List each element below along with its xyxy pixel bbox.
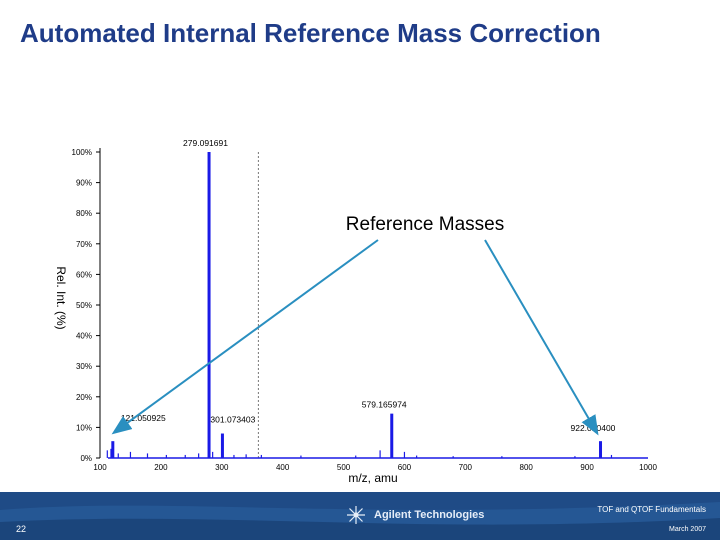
minor-peaks bbox=[106, 448, 648, 459]
x-tick-label: 1000 bbox=[639, 463, 657, 472]
x-tick-label: 900 bbox=[580, 463, 594, 472]
peak-bar bbox=[207, 152, 211, 458]
peak-bar bbox=[599, 441, 603, 458]
peak-label: 279.091691 bbox=[183, 138, 228, 148]
slide-title: Automated Internal Reference Mass Correc… bbox=[20, 18, 601, 48]
x-tick-label: 500 bbox=[337, 463, 351, 472]
spark-icon bbox=[347, 506, 365, 524]
y-tick-label: 0% bbox=[80, 454, 92, 463]
y-tick-label: 10% bbox=[76, 423, 92, 432]
reference-arrows bbox=[111, 239, 599, 436]
x-tick-label: 600 bbox=[398, 463, 412, 472]
y-tick-label: 100% bbox=[72, 148, 92, 157]
x-tick-label: 700 bbox=[459, 463, 473, 472]
footer-band bbox=[0, 492, 720, 540]
x-tick-label: 200 bbox=[154, 463, 168, 472]
peak-bar bbox=[111, 441, 115, 458]
y-tick-label: 50% bbox=[76, 301, 92, 310]
y-tick-label: 40% bbox=[76, 332, 92, 341]
chart-annotation: Reference Masses bbox=[346, 214, 504, 235]
company-logo: Agilent Technologies bbox=[346, 505, 484, 525]
course-title: TOF and QTOF Fundamentals bbox=[597, 505, 706, 514]
reference-arrow bbox=[484, 239, 599, 436]
mass-spectrum-chart: 0% 10% 20% 30% 40% 50% 60% 70% 80% 90% 100% 100 200 3… bbox=[54, 138, 657, 485]
slide-date: March 2007 bbox=[669, 526, 706, 533]
peak-label: 121.050925 bbox=[121, 413, 166, 423]
peak-bar bbox=[220, 433, 224, 458]
x-tick-label: 100 bbox=[93, 463, 107, 472]
y-tick-label: 20% bbox=[76, 393, 92, 402]
x-tick-label: 800 bbox=[520, 463, 534, 472]
y-tick-label: 90% bbox=[76, 179, 92, 188]
major-peaks bbox=[111, 152, 603, 458]
y-tick-label: 70% bbox=[76, 240, 92, 249]
y-tick-label: 80% bbox=[76, 209, 92, 218]
page-number: 22 bbox=[16, 524, 27, 534]
logo-text: Agilent Technologies bbox=[374, 509, 485, 521]
peak-label: 579.165974 bbox=[362, 400, 407, 410]
y-tick-label: 60% bbox=[76, 270, 92, 279]
peak-label: 301.073403 bbox=[210, 415, 255, 425]
peak-labels: 121.050925 279.091691 301.073403 579.165974… bbox=[121, 138, 616, 433]
peak-bar bbox=[390, 413, 394, 458]
x-tick-label: 300 bbox=[215, 463, 229, 472]
x-tick-label: 400 bbox=[276, 463, 290, 472]
chart-axes: 0% 10% 20% 30% 40% 50% 60% 70% 80% 90% 100% 100 200 3… bbox=[72, 148, 657, 472]
x-axis-label: m/z, amu bbox=[348, 471, 397, 485]
y-axis-label: Rel. Int. (%) bbox=[54, 266, 68, 329]
y-tick-label: 30% bbox=[76, 362, 92, 371]
reference-arrow bbox=[111, 239, 379, 435]
